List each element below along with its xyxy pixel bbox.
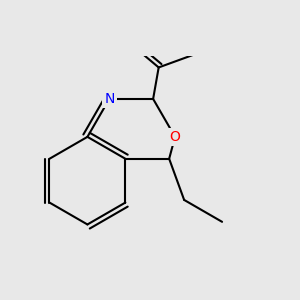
Text: N: N bbox=[104, 92, 115, 106]
Text: O: O bbox=[169, 130, 181, 144]
